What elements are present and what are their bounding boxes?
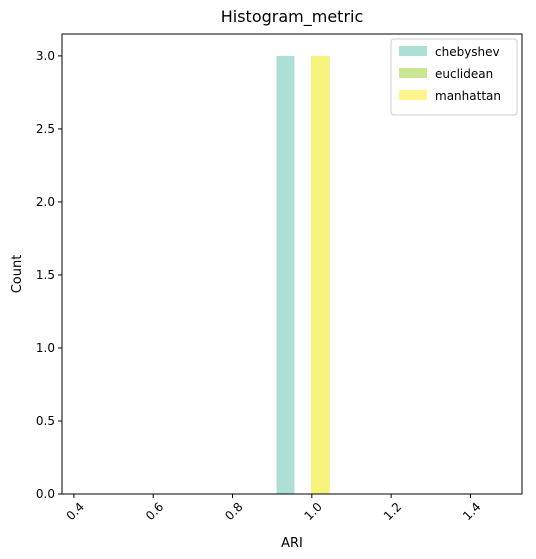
y-tick-label: 2.5 [36,122,55,136]
bar-manhattan [311,55,330,495]
y-tick-label: 0.5 [36,414,55,428]
x-tick-label: 0.6 [143,500,166,523]
x-tick-label: 1.4 [460,500,483,523]
y-tick-label: 0.0 [36,487,55,501]
bars-layer [276,55,330,495]
y-tick-label: 1.0 [36,341,55,355]
y-tick-label: 2.0 [36,195,55,209]
y-tick-label: 3.0 [36,49,55,63]
x-axis-label: ARI [281,536,303,551]
x-tick-label: 1.2 [381,500,404,523]
legend-label-euclidean: euclidean [435,67,493,81]
legend: chebyshev euclidean manhattan [390,38,518,116]
legend-label-chebyshev: chebyshev [435,45,500,59]
y-axis-label: Count [10,255,25,294]
x-tick-label: 1.0 [302,500,325,523]
bar-chebyshev [276,55,295,495]
y-tick-label: 1.5 [36,268,55,282]
legend-swatch-manhattan [399,90,427,100]
x-tick-label: 0.8 [222,500,245,523]
legend-swatch-chebyshev [399,46,427,56]
legend-swatch-euclidean [399,68,427,78]
x-tick-label: 0.4 [64,500,87,523]
chart-title: Histogram_metric [221,7,364,27]
plot-frame [61,33,523,495]
legend-label-manhattan: manhattan [435,89,501,103]
